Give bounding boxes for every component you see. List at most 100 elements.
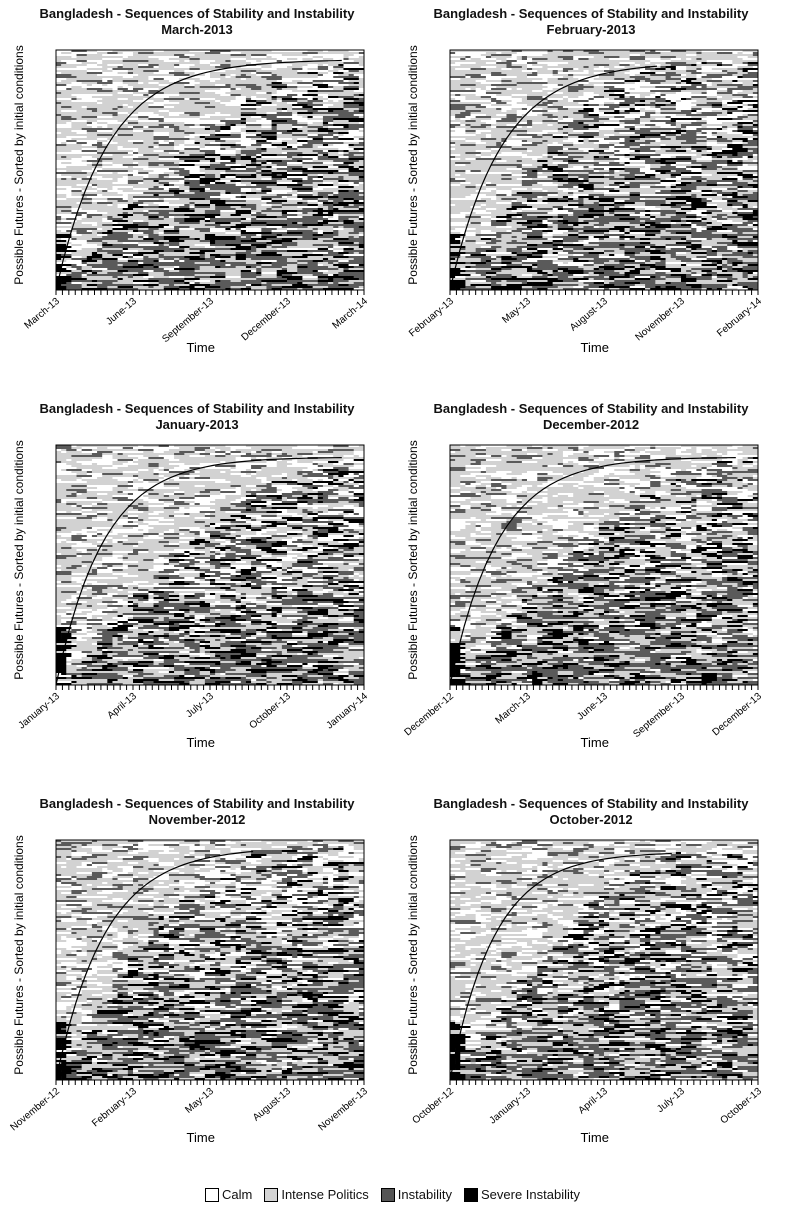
heatmap-cell bbox=[619, 56, 630, 58]
heatmap-cell bbox=[460, 78, 476, 80]
heatmap-cell bbox=[112, 160, 123, 162]
heatmap-cell bbox=[302, 246, 318, 248]
heatmap-cell bbox=[102, 270, 118, 272]
heatmap-cell bbox=[297, 114, 313, 116]
heatmap-cell bbox=[56, 52, 61, 54]
heatmap-cell bbox=[537, 116, 548, 118]
heatmap-cell bbox=[225, 122, 241, 124]
heatmap-cell bbox=[195, 110, 211, 112]
heatmap-cell bbox=[594, 118, 610, 120]
heatmap-cell bbox=[123, 150, 128, 152]
heatmap-cell bbox=[282, 186, 287, 188]
heatmap-cell bbox=[174, 196, 185, 198]
heatmap-cell bbox=[354, 132, 359, 134]
heatmap-cell bbox=[205, 246, 216, 248]
heatmap-cell bbox=[179, 248, 184, 250]
heatmap-cell bbox=[210, 240, 215, 242]
heatmap-cell bbox=[287, 94, 298, 96]
heatmap-cell bbox=[56, 188, 61, 190]
heatmap-cell bbox=[594, 124, 610, 126]
heatmap-cell bbox=[200, 238, 205, 240]
heatmap-cell bbox=[338, 244, 349, 246]
heatmap-cell bbox=[491, 64, 507, 66]
heatmap-cell bbox=[486, 114, 497, 116]
heatmap-cell bbox=[359, 56, 364, 58]
heatmap-cell bbox=[87, 274, 103, 276]
heatmap-cell bbox=[220, 236, 236, 238]
heatmap-cell bbox=[174, 258, 179, 260]
heatmap-cell bbox=[189, 60, 200, 62]
heatmap-cell bbox=[118, 88, 129, 90]
heatmap-cell bbox=[619, 80, 624, 82]
heatmap-cell bbox=[359, 190, 364, 192]
heatmap-cell bbox=[118, 92, 134, 94]
heatmap-cell bbox=[143, 266, 154, 268]
heatmap-cell bbox=[292, 168, 308, 170]
heatmap-cell bbox=[179, 52, 190, 54]
heatmap-cell bbox=[359, 128, 364, 130]
heatmap-cell bbox=[594, 86, 605, 88]
heatmap-cell bbox=[333, 214, 338, 216]
heatmap-cell bbox=[148, 230, 153, 232]
heatmap-cell bbox=[313, 154, 318, 156]
heatmap-cell bbox=[138, 170, 154, 172]
heatmap-cell bbox=[56, 282, 61, 284]
heatmap-cell bbox=[496, 82, 501, 84]
heatmap-cell bbox=[277, 60, 282, 62]
heatmap-cell bbox=[496, 76, 512, 78]
heatmap-cell bbox=[164, 108, 180, 110]
heatmap-cell bbox=[92, 238, 108, 240]
heatmap-cell bbox=[107, 146, 118, 148]
heatmap-cell bbox=[210, 264, 226, 266]
heatmap-cell bbox=[215, 86, 231, 88]
heatmap-cell bbox=[277, 132, 282, 134]
heatmap-cell bbox=[517, 124, 533, 126]
heatmap-cell bbox=[128, 176, 144, 178]
heatmap-cell bbox=[338, 136, 354, 138]
heatmap-cell bbox=[527, 132, 532, 134]
heatmap-cell bbox=[481, 82, 497, 84]
heatmap-cell bbox=[650, 82, 661, 84]
heatmap-cell bbox=[246, 100, 257, 102]
heatmap-cell bbox=[282, 118, 287, 120]
heatmap-cell bbox=[159, 266, 175, 268]
heatmap-cell bbox=[97, 284, 102, 286]
heatmap-cell bbox=[578, 110, 594, 112]
heatmap-cell bbox=[256, 242, 267, 244]
heatmap-cell bbox=[231, 94, 242, 96]
heatmap-cell bbox=[143, 140, 159, 142]
heatmap-cell bbox=[696, 124, 701, 126]
heatmap-cell bbox=[313, 120, 318, 122]
heatmap-cell bbox=[501, 72, 512, 74]
heatmap-cell bbox=[210, 244, 221, 246]
heatmap-cell bbox=[266, 56, 271, 58]
heatmap-cell bbox=[681, 90, 686, 92]
heatmap-cell bbox=[333, 244, 338, 246]
heatmap-cell bbox=[71, 160, 82, 162]
heatmap-cell bbox=[215, 242, 231, 244]
heatmap-cell bbox=[61, 72, 77, 74]
heatmap-cell bbox=[205, 114, 216, 116]
heatmap-cell bbox=[354, 282, 365, 284]
heatmap-cell bbox=[292, 134, 308, 136]
heatmap-cell bbox=[195, 224, 206, 226]
heatmap-cell bbox=[349, 256, 365, 258]
heatmap-cell bbox=[77, 270, 82, 272]
heatmap-cell bbox=[471, 88, 476, 90]
heatmap-cell bbox=[297, 202, 302, 204]
heatmap-cell bbox=[297, 148, 308, 150]
heatmap-cell bbox=[236, 254, 247, 256]
heatmap-cell bbox=[66, 54, 77, 56]
heatmap-cell bbox=[128, 260, 139, 262]
heatmap-cell bbox=[164, 76, 180, 78]
heatmap-cell bbox=[333, 68, 344, 70]
heatmap-cell bbox=[635, 124, 646, 126]
heatmap-cell bbox=[179, 92, 195, 94]
heatmap-cell bbox=[205, 154, 221, 156]
heatmap-cell bbox=[676, 130, 687, 132]
heatmap-cell bbox=[256, 130, 272, 132]
heatmap-cell bbox=[195, 64, 211, 66]
heatmap-cell bbox=[748, 56, 753, 58]
heatmap-cell bbox=[56, 146, 67, 148]
heatmap-cell bbox=[133, 230, 138, 232]
